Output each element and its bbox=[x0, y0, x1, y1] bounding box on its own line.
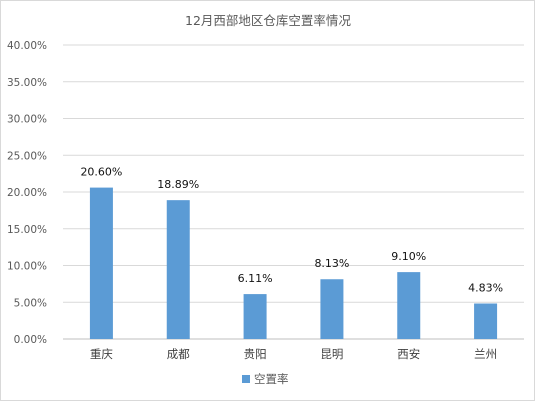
chart-title: 12月西部地区仓库空置率情况 bbox=[185, 13, 351, 28]
legend-label: 空置率 bbox=[254, 372, 289, 386]
x-category-label: 西安 bbox=[397, 347, 420, 361]
gridlines bbox=[63, 44, 524, 340]
data-labels: 20.60% 18.89% 6.11% 8.13% 9.10% 4.83% bbox=[80, 166, 503, 295]
bar bbox=[474, 303, 498, 339]
y-tick-label: 10.00% bbox=[7, 261, 47, 273]
y-tick-label: 40.00% bbox=[7, 40, 47, 52]
y-tick-label: 30.00% bbox=[7, 114, 47, 126]
x-axis-categories: 重庆 成都 贵阳 昆明 西安 兰州 bbox=[90, 347, 497, 361]
y-tick-label: 20.00% bbox=[7, 187, 47, 199]
x-category-label: 重庆 bbox=[90, 347, 113, 361]
data-label: 18.89% bbox=[157, 178, 199, 191]
y-tick-label: 35.00% bbox=[7, 77, 47, 89]
bar bbox=[243, 294, 267, 339]
data-label: 9.10% bbox=[391, 250, 426, 263]
legend-swatch bbox=[242, 375, 250, 383]
data-label: 20.60% bbox=[80, 166, 122, 179]
x-category-label: 贵阳 bbox=[244, 347, 267, 361]
x-category-label: 昆明 bbox=[320, 347, 343, 361]
y-tick-label: 25.00% bbox=[7, 150, 47, 162]
x-category-label: 成都 bbox=[167, 347, 190, 361]
bar bbox=[166, 200, 190, 339]
y-tick-label: 0.00% bbox=[14, 334, 47, 346]
y-tick-label: 15.00% bbox=[7, 224, 47, 236]
x-category-label: 兰州 bbox=[474, 347, 497, 361]
bar bbox=[397, 272, 421, 339]
data-label: 8.13% bbox=[314, 257, 349, 270]
y-axis-ticks: 0.00% 5.00% 10.00% 15.00% 20.00% 25.00% 30.00%… bbox=[7, 40, 47, 346]
bar bbox=[320, 279, 344, 339]
legend: 空置率 bbox=[242, 372, 289, 386]
bar bbox=[89, 187, 113, 339]
y-tick-label: 5.00% bbox=[14, 297, 47, 309]
data-label: 6.11% bbox=[238, 272, 273, 285]
bars bbox=[89, 187, 498, 339]
data-label: 4.83% bbox=[468, 281, 503, 294]
